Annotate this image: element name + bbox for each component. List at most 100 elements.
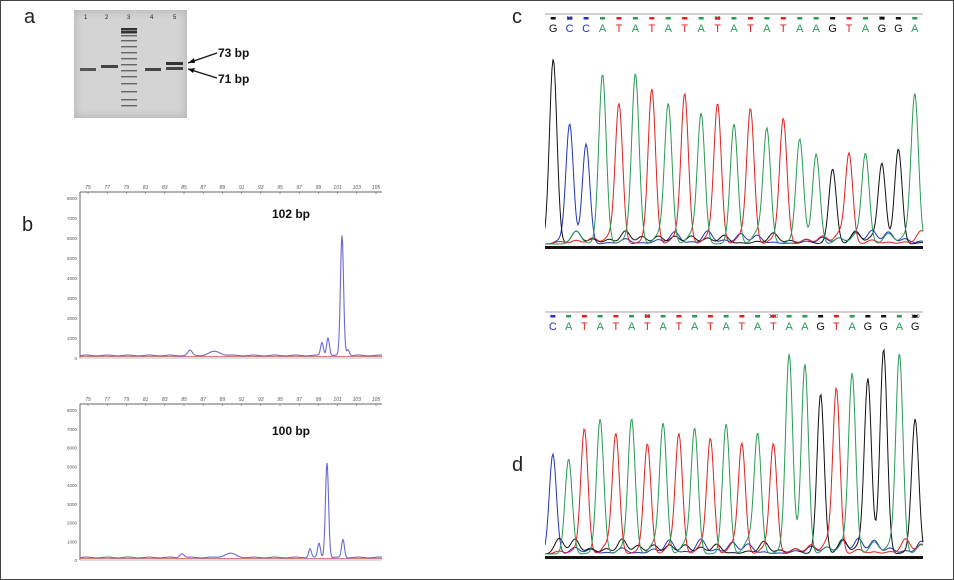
panel-label-d: d <box>512 454 524 476</box>
base-call: G <box>879 321 888 333</box>
x-tick-label: 75 <box>85 185 91 191</box>
x-tick-label: 91 <box>239 185 245 191</box>
y-tick-label: 1000 <box>67 336 78 341</box>
base-call: T <box>780 23 787 35</box>
quality-mark <box>786 315 792 318</box>
quality-mark <box>879 17 885 20</box>
y-tick-label: 4000 <box>67 483 78 488</box>
ladder-band <box>121 31 137 34</box>
quality-mark <box>739 315 745 318</box>
y-tick-label: 8000 <box>67 196 78 201</box>
x-tick-label: 103 <box>353 185 362 191</box>
y-tick-label: 3000 <box>67 296 78 301</box>
chromatogram-baseline <box>545 246 923 249</box>
x-tick-label: 101 <box>333 185 342 191</box>
base-call: G <box>864 321 873 333</box>
ladder-band <box>121 76 137 78</box>
gel-band <box>101 65 118 68</box>
quality-mark <box>550 17 556 20</box>
quality-mark <box>770 315 776 318</box>
panel-label-b: b <box>22 214 34 236</box>
quality-mark <box>830 17 836 20</box>
quality-mark <box>698 17 704 20</box>
trace-C <box>545 123 924 245</box>
quality-mark <box>583 17 589 20</box>
quality-mark <box>818 315 824 318</box>
base-call: A <box>813 23 821 35</box>
base-call: A <box>697 23 705 35</box>
arrowhead-73bp <box>188 58 195 63</box>
quality-mark <box>813 17 819 20</box>
base-call: A <box>632 23 640 35</box>
base-call: T <box>739 321 746 333</box>
y-tick-label: 7000 <box>67 427 78 432</box>
quality-mark <box>581 315 587 318</box>
quality-mark <box>660 315 666 318</box>
band-label-73bp: 73 bp <box>218 46 250 60</box>
quality-mark <box>895 17 901 20</box>
base-call: C <box>549 321 557 333</box>
trace-T <box>545 88 924 245</box>
quality-mark <box>881 315 887 318</box>
base-call: T <box>707 321 714 333</box>
gel-arrows <box>187 52 218 79</box>
x-tick-label: 105 <box>372 397 381 403</box>
quality-mark <box>682 17 688 20</box>
x-tick-label: 91 <box>239 397 245 403</box>
x-tick-label: 99 <box>316 397 322 403</box>
x-tick-label: 85 <box>181 397 187 403</box>
y-tick-label: 6000 <box>67 236 78 241</box>
base-call: A <box>801 321 809 333</box>
y-tick-label: 0 <box>74 356 77 361</box>
trace-T <box>545 386 924 555</box>
ladder-band <box>121 35 137 37</box>
gel-bands: 1 2 3 4 5 <box>80 15 183 107</box>
x-tick-label: 81 <box>143 185 149 191</box>
quality-mark <box>764 17 770 20</box>
base-call: T <box>581 321 588 333</box>
base-call: T <box>644 321 651 333</box>
panel-label-a: a <box>24 6 36 28</box>
electropherogram-bottom: 75 77 79 81 83 85 87 89 91 93 95 97 99 101 103 105 0 1000… <box>67 397 382 563</box>
ladder-band <box>121 28 137 31</box>
base-call: G <box>549 23 558 35</box>
base-call: T <box>613 321 620 333</box>
y-tick-label: 3000 <box>67 502 78 507</box>
quality-mark <box>755 315 761 318</box>
base-call: A <box>754 321 762 333</box>
gel-lane-label: 1 <box>84 15 88 21</box>
x-tick-label: 81 <box>143 397 149 403</box>
x-tick-label: 89 <box>220 185 226 191</box>
gel-band <box>166 62 183 65</box>
y-tick-label: 5000 <box>67 464 78 469</box>
base-call: A <box>691 321 699 333</box>
x-tick-label: 75 <box>85 397 91 403</box>
x-tick-label: 105 <box>372 185 381 191</box>
y-tick-label: 8000 <box>67 408 78 413</box>
peak-label-top: 102 bp <box>272 207 311 221</box>
base-call: A <box>565 321 573 333</box>
x-tick-label: 79 <box>124 397 130 403</box>
y-tick-label: 4000 <box>67 276 78 281</box>
x-tick-label: 89 <box>220 397 226 403</box>
base-call: G <box>878 23 887 35</box>
arrowhead-71bp <box>188 68 195 73</box>
base-call: T <box>770 321 777 333</box>
ladder-band <box>121 83 137 85</box>
quality-mark <box>896 315 902 318</box>
x-tick-label: 87 <box>200 397 206 403</box>
base-call: G <box>894 23 903 35</box>
base-call: G <box>911 321 920 333</box>
base-call: A <box>911 23 919 35</box>
x-tick-label: 79 <box>124 185 130 191</box>
quality-mark <box>613 315 619 318</box>
base-call: C <box>566 23 574 35</box>
quality-mark <box>567 17 573 20</box>
quality-mark <box>644 315 650 318</box>
ladder-band <box>121 99 137 101</box>
x-tick-label: 95 <box>277 185 283 191</box>
quality-mark <box>849 315 855 318</box>
base-call: T <box>846 23 853 35</box>
base-call: G <box>828 23 837 35</box>
base-call: A <box>862 23 870 35</box>
